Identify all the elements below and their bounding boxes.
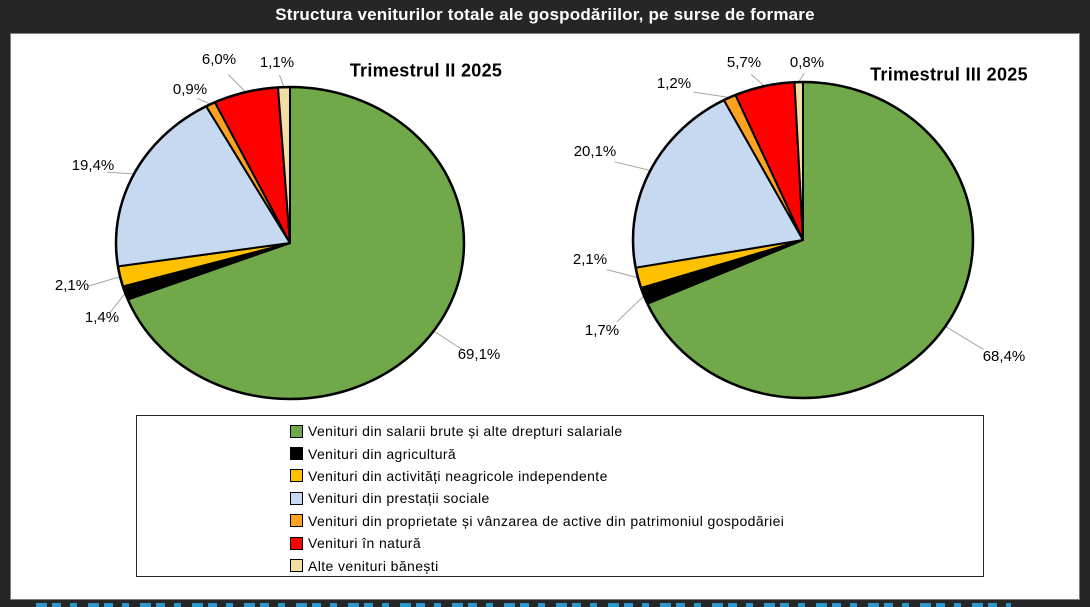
label-leader-line [433, 330, 464, 351]
footer-clipped-link[interactable] [36, 603, 1011, 607]
label-leader-line [945, 325, 984, 351]
label-leader-line [227, 74, 247, 93]
legend-swatch-icon [290, 424, 303, 438]
label-leader-line [109, 292, 126, 313]
legend-swatch-icon [290, 514, 303, 528]
slice-percentage-label: 0,9% [173, 81, 207, 98]
pie-outline [114, 85, 466, 401]
label-leader-line [196, 97, 211, 105]
label-leader-line [88, 276, 121, 287]
slice-percentage-label: 1,4% [85, 309, 119, 326]
legend-swatch-icon [290, 447, 303, 461]
legend-item: Venituri din proprietate și vânzarea de … [290, 510, 983, 532]
legend-label: Venituri din activități neagricole indep… [308, 467, 608, 484]
slice-percentage-label: 20,1% [574, 143, 617, 160]
slice-percentage-label: 1,2% [657, 75, 691, 92]
slice-percentage-label: 0,8% [790, 54, 824, 71]
label-leader-line [614, 161, 651, 171]
legend-label: Alte venituri bănești [308, 557, 439, 574]
legend-label: Venituri din prestații sociale [308, 490, 490, 507]
label-leader-line [798, 72, 805, 83]
chart-panel: Trimestrul II 2025 Trimestrul III 2025 6… [10, 33, 1080, 600]
legend-label: Venituri din agricultură [308, 445, 457, 462]
legend-item: Alte venituri bănești [290, 554, 983, 576]
page-title: Structura veniturilor totale ale gospodă… [275, 5, 815, 24]
slice-percentage-label: 5,7% [727, 54, 761, 71]
pie-outline [631, 80, 975, 400]
legend-box: Venituri din salarii brute și alte drept… [136, 415, 984, 577]
pie-title-trimestrul-ii: Trimestrul II 2025 [349, 60, 503, 81]
label-leader-line [750, 74, 765, 87]
legend-swatch-icon [290, 469, 303, 483]
legend-swatch-icon [290, 559, 303, 573]
label-leader-line [107, 171, 135, 175]
slice-percentage-label: 1,1% [260, 54, 294, 71]
pie-charts-svg: 69,1% 1,4% 2,1% 19,4% 0,9% 6,0% 1,1% 68,4% 1,7% 2… [55, 51, 1026, 401]
slice-percentage-label: 69,1% [458, 346, 501, 363]
legend-item: Venituri din salarii brute și alte drept… [290, 420, 983, 442]
legend-item: Venituri din activități neagricole indep… [290, 465, 983, 487]
slice-percentage-label: 2,1% [55, 277, 89, 294]
legend-swatch-icon [290, 536, 303, 550]
legend-label: Venituri în natură [308, 535, 422, 552]
label-leader-line [606, 269, 639, 279]
legend-swatch-icon [290, 491, 303, 505]
slice-percentage-label: 1,7% [585, 322, 619, 339]
slice-percentage-label: 6,0% [202, 51, 236, 68]
legend-label: Venituri din proprietate și vânzarea de … [308, 512, 785, 529]
legend-label: Venituri din salarii brute și alte drept… [308, 423, 623, 440]
slice-percentage-label: 68,4% [983, 348, 1026, 365]
slice-percentage-label: 2,1% [573, 251, 607, 268]
pie-title-trimestrul-iii: Trimestrul III 2025 [870, 64, 1028, 85]
label-leader-line [693, 91, 730, 98]
label-leader-line [616, 295, 645, 323]
legend-rows: Venituri din salarii brute și alte drept… [290, 420, 983, 577]
label-leader-line [278, 74, 285, 88]
legend-item: Venituri din prestații sociale [290, 487, 983, 509]
legend-item: Venituri din agricultură [290, 442, 983, 464]
legend-item: Venituri în natură [290, 532, 983, 554]
slice-percentage-label: 19,4% [72, 157, 115, 174]
